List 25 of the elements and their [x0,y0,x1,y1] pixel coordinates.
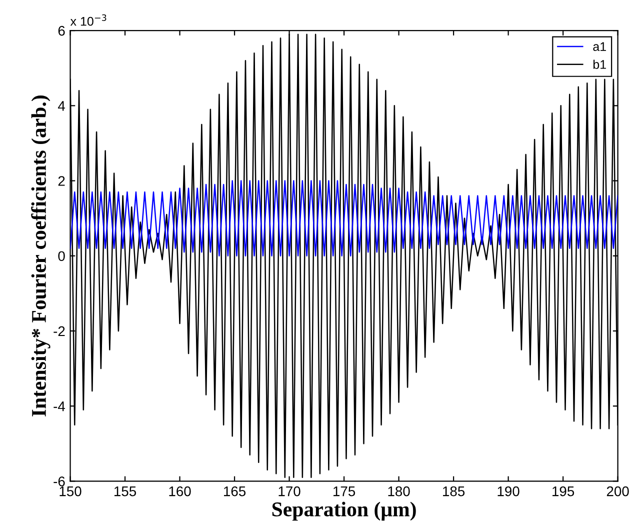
y-tick-label: 2 [58,176,65,186]
x-tick-label: 175 [334,486,356,496]
y-axis-title: Intensity* Fourier coefficients (arb.) [31,96,50,416]
legend-label: a1 [593,42,606,51]
y-tick-label: 0 [58,251,65,262]
y-tick-label: 4 [58,101,65,111]
y-tick-label: 6 [58,26,65,36]
legend-label: b1 [593,60,606,69]
y-tick-label: -2 [54,326,65,336]
line-series [70,180,618,256]
x-tick-label: 195 [552,486,574,496]
x-tick-label: 190 [498,486,520,496]
x-axis-title: Separation (μm) [272,502,416,521]
x-tick-label: 185 [443,486,465,496]
x-tick-label: 165 [224,486,246,496]
x-tick-label: 155 [114,486,136,496]
y-tick-label: -6 [54,476,65,486]
text: x 10$^{−3}$ [70,14,106,26]
x-tick-label: 150 [60,486,82,496]
x-tick-label: 200 [606,486,629,496]
x-tick-label: 180 [388,486,410,496]
x-tick-label: 160 [169,486,191,496]
y-tick-label: -4 [54,402,65,412]
x-tick-label: 170 [278,486,300,496]
line-series [70,34,618,478]
